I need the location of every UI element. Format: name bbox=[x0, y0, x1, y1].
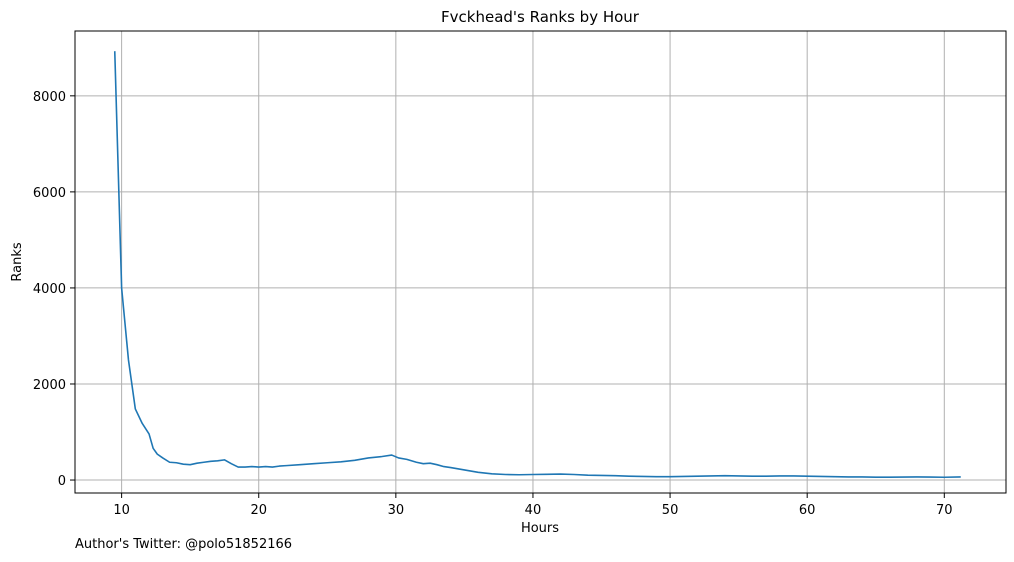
y-tick-label: 0 bbox=[58, 474, 66, 489]
series-line bbox=[113, 51, 961, 479]
x-tick-label: 10 bbox=[113, 503, 130, 518]
x-axis-ticks: 10 20 30 40 50 60 70 bbox=[113, 493, 953, 518]
grid-lines bbox=[75, 31, 1006, 493]
x-tick-label: 40 bbox=[525, 503, 542, 518]
y-axis-label: Ranks bbox=[10, 242, 25, 281]
author-footnote: Author's Twitter: @polo51852166 bbox=[75, 537, 293, 552]
x-axis-label: Hours bbox=[521, 521, 559, 536]
y-tick-label: 2000 bbox=[33, 378, 66, 393]
series-layer bbox=[113, 51, 961, 479]
x-tick-label: 20 bbox=[250, 503, 267, 518]
plot-frame bbox=[74, 30, 1007, 494]
y-tick-label: 8000 bbox=[33, 90, 66, 105]
y-tick-label: 4000 bbox=[33, 282, 66, 297]
chart-title: Fvckhead's Ranks by Hour bbox=[441, 8, 640, 26]
x-tick-label: 60 bbox=[799, 503, 816, 518]
x-tick-label: 70 bbox=[936, 503, 953, 518]
x-tick-label: 50 bbox=[662, 503, 679, 518]
y-tick-label: 6000 bbox=[33, 186, 66, 201]
x-tick-label: 30 bbox=[388, 503, 405, 518]
y-axis-ticks: 0 2000 4000 6000 8000 bbox=[33, 90, 75, 489]
